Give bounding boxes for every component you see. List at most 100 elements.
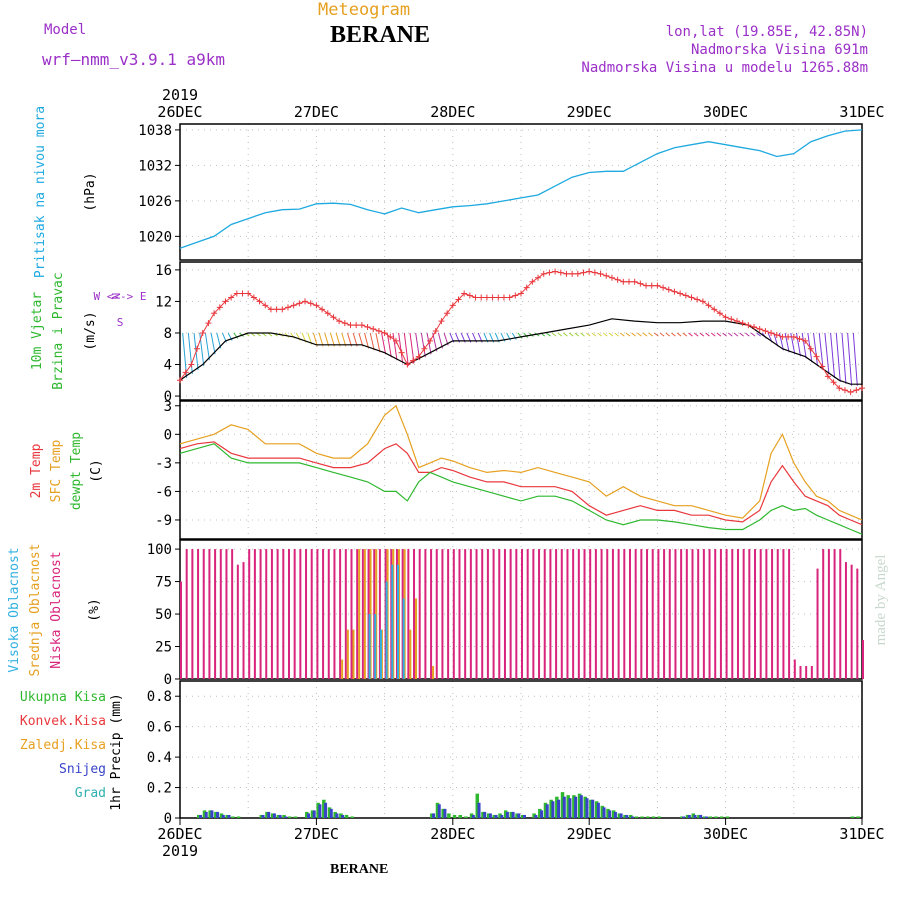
- precip-snow-bar: [545, 804, 549, 818]
- cloud-low-bar: [327, 549, 330, 679]
- precip-snow-bar: [562, 796, 566, 818]
- precip-total-bar: [685, 814, 690, 818]
- wind-speed-marker: [500, 294, 507, 301]
- wind-speed-marker: [677, 290, 684, 297]
- cloud-high-bar: [374, 614, 377, 679]
- precip-total-bar: [555, 796, 559, 818]
- cloud-low-bar: [731, 549, 734, 679]
- panel-frame-pressure: [179, 123, 863, 261]
- precip-snow-bar: [704, 816, 708, 818]
- dewpt-line: [179, 443, 863, 535]
- precip-snow-bar: [602, 807, 606, 818]
- wind-speed-marker: [364, 324, 371, 331]
- precip-snow-bar: [568, 798, 572, 818]
- y-tick-label: 0: [164, 811, 172, 827]
- precip-snow-bar: [204, 811, 208, 818]
- cloud-low-bar: [418, 549, 421, 679]
- wind-barb: [705, 332, 710, 337]
- wind-speed-marker: [711, 306, 718, 313]
- y-tick-label: 8: [164, 326, 172, 342]
- panel-frame-precip: [179, 680, 863, 819]
- wind-barb: [335, 332, 341, 347]
- cloud-low-bar: [759, 549, 762, 679]
- cloud-low-bar: [430, 549, 433, 679]
- cloud-mid-bar: [432, 666, 435, 679]
- cloud-low-bar: [600, 549, 603, 679]
- cloud-high-bar: [379, 629, 382, 679]
- cloud-low-bar: [208, 549, 211, 679]
- cloud-low-bar: [191, 549, 194, 679]
- precip-total-bar: [310, 810, 315, 818]
- cloud-low-bar: [242, 562, 245, 679]
- cloud-low-bar: [850, 564, 853, 679]
- wind-speed-marker: [597, 270, 604, 277]
- cloud-low-bar: [498, 549, 501, 679]
- precip-total-bar: [509, 811, 514, 818]
- wind-barb: [608, 332, 614, 337]
- precip-snow-bar: [335, 813, 339, 818]
- precip-total-bar: [589, 799, 593, 818]
- altitude-label: Nadmorska Visina 691m: [690, 42, 868, 58]
- precip-total-bar: [697, 814, 701, 818]
- precip-total-bar: [276, 814, 281, 818]
- cloud-low-bar: [827, 549, 830, 679]
- wind-speed-marker: [438, 318, 445, 325]
- wind-speed-marker: [631, 278, 638, 285]
- wind-speed-marker: [199, 329, 206, 336]
- wind-speed-marker: [779, 333, 786, 340]
- wind-barb: [727, 332, 733, 337]
- precip-total-bar: [322, 799, 326, 818]
- model-label: Model: [44, 22, 87, 38]
- precip-snow-bar: [517, 813, 521, 818]
- year-label-top: 2019: [162, 86, 198, 104]
- cloud-mid-bar: [415, 598, 418, 679]
- wind-speed-marker: [824, 373, 831, 380]
- precip-total-bar: [350, 816, 354, 818]
- cloud-low-bar: [742, 549, 745, 679]
- wind-barb: [375, 332, 381, 353]
- cloud-low-bar: [782, 549, 785, 679]
- precip-snow-bar: [471, 814, 475, 818]
- wind-barb: [654, 332, 659, 337]
- panel-frame-wind: [179, 261, 863, 401]
- wind-barb: [813, 332, 819, 367]
- precip-snow-bar: [630, 816, 634, 818]
- wind-barb: [341, 332, 347, 347]
- wind-speed-marker: [756, 326, 763, 333]
- wind-speed-marker: [853, 387, 860, 394]
- precip-total-bar: [327, 807, 332, 818]
- wind-speed-marker: [625, 278, 632, 285]
- precip-total-bar: [651, 816, 656, 818]
- wind-speed-marker: [620, 278, 627, 285]
- wind-speed-marker: [222, 298, 229, 305]
- wind-speed-marker: [796, 335, 803, 342]
- precip-legend-2: Zaledj.Kisa: [20, 738, 106, 753]
- wind-barb: [199, 332, 205, 367]
- cloud-low-bar: [663, 549, 666, 679]
- cloud-low-bar: [725, 549, 728, 679]
- precip-total-bar: [606, 808, 610, 818]
- precip-snow-bar: [324, 802, 328, 818]
- wind-barb: [693, 332, 699, 337]
- cloud-low-bar: [623, 549, 626, 679]
- cloud-low-bar: [197, 549, 200, 679]
- y-tick-label: 0: [164, 389, 172, 405]
- pressure-unit: (hPa): [83, 172, 98, 211]
- wind-barb: [426, 332, 432, 355]
- wind-speed-marker: [427, 337, 434, 344]
- precip-snow-bar: [318, 804, 322, 818]
- cloud-low-bar: [651, 549, 654, 679]
- wind-speed-marker: [381, 329, 388, 336]
- wind-barb: [381, 332, 387, 355]
- wind-speed-marker: [807, 345, 814, 352]
- cloud-low-bar: [265, 549, 268, 679]
- wind-barb: [835, 332, 841, 382]
- precip-snow-bar: [284, 816, 288, 818]
- wind-speed-marker: [802, 337, 809, 344]
- wind-barb: [716, 332, 722, 337]
- cloud-low-bar: [634, 549, 637, 679]
- cloud-low-bar: [441, 549, 444, 679]
- precip-total-bar: [469, 813, 474, 818]
- wind-speed-marker: [648, 282, 655, 289]
- wind-speed-marker: [461, 290, 468, 297]
